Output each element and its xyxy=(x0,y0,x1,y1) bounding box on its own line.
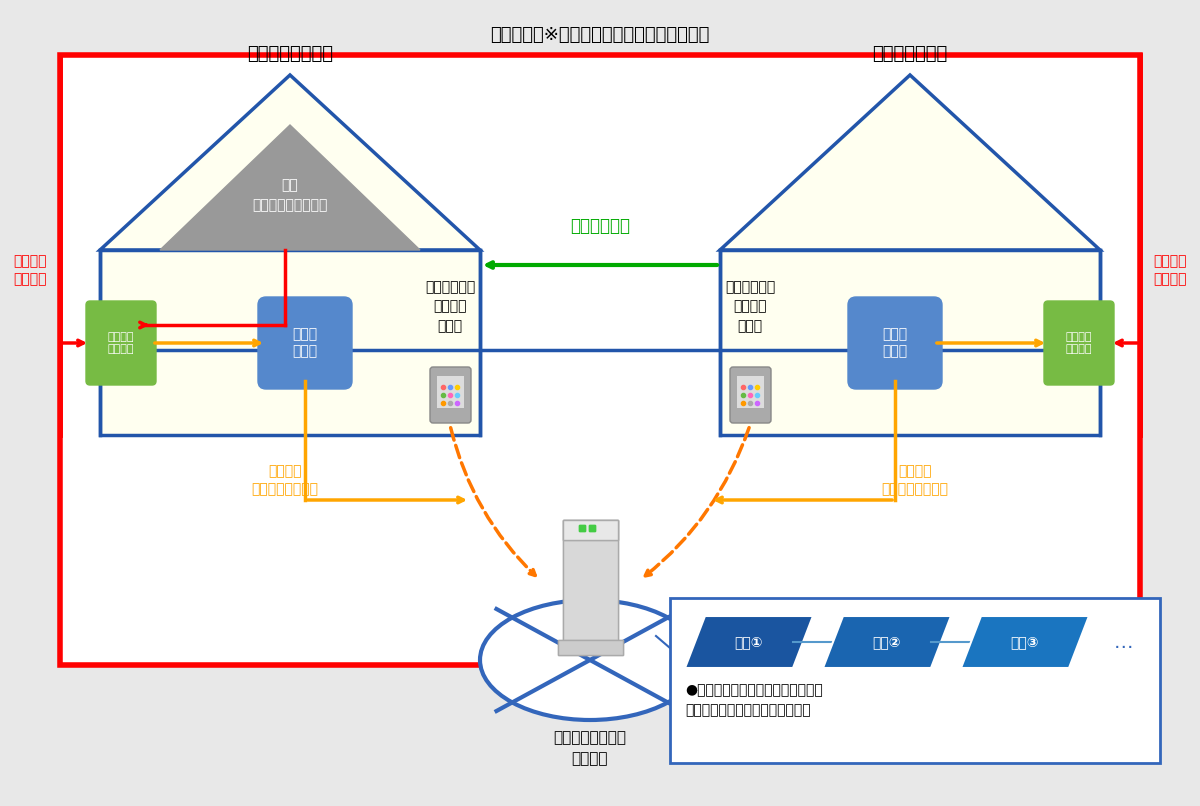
Bar xyxy=(720,250,1100,435)
FancyBboxPatch shape xyxy=(258,297,352,389)
Text: 余剰電力
（販売）: 余剰電力 （販売） xyxy=(13,254,47,286)
Polygon shape xyxy=(160,125,420,250)
Text: 電力系統　※実証研究では直接接続している: 電力系統 ※実証研究では直接接続している xyxy=(491,26,709,44)
Polygon shape xyxy=(823,616,952,668)
Bar xyxy=(563,520,618,640)
Bar xyxy=(437,376,464,408)
Text: ●毎回の取引データ　（３０分）が
　ブロックとしてサーバーに蓄積: ●毎回の取引データ （３０分）が ブロックとしてサーバーに蓄積 xyxy=(685,683,823,717)
Polygon shape xyxy=(100,75,480,250)
Text: スマート
メーター: スマート メーター xyxy=(1066,332,1092,354)
Text: 取引①: 取引① xyxy=(734,635,763,649)
Polygon shape xyxy=(720,75,1100,250)
Text: 取引情報
（電力量・料金）: 取引情報 （電力量・料金） xyxy=(882,463,948,496)
Bar xyxy=(100,250,480,435)
Text: ゲート
ウェイ: ゲート ウェイ xyxy=(293,327,318,359)
Ellipse shape xyxy=(480,600,700,720)
Bar xyxy=(60,55,1140,665)
Bar xyxy=(558,640,623,655)
FancyBboxPatch shape xyxy=(848,297,942,389)
FancyBboxPatch shape xyxy=(1044,301,1114,385)
Text: 購入電気料金: 購入電気料金 xyxy=(570,217,630,235)
Text: …: … xyxy=(1114,633,1134,651)
Bar xyxy=(563,520,618,540)
Bar xyxy=(563,520,618,640)
Text: 取引②: 取引② xyxy=(872,635,901,649)
Polygon shape xyxy=(685,616,814,668)
Text: ゲート
ウェイ: ゲート ウェイ xyxy=(882,327,907,359)
Text: 取引情報
（電力量・料金）: 取引情報 （電力量・料金） xyxy=(252,463,318,496)
Text: 余剰電力
（購入）: 余剰電力 （購入） xyxy=(1153,254,1187,286)
Bar xyxy=(737,376,764,408)
Text: （買い注文）
個別指定
幅指定: （買い注文） 個別指定 幅指定 xyxy=(725,280,775,333)
FancyBboxPatch shape xyxy=(86,301,156,385)
Text: スマート
メーター: スマート メーター xyxy=(108,332,134,354)
Text: プロシューマー宅: プロシューマー宅 xyxy=(247,45,334,63)
FancyBboxPatch shape xyxy=(730,367,772,423)
Text: 取引③: 取引③ xyxy=(1010,635,1039,649)
FancyBboxPatch shape xyxy=(430,367,470,423)
Text: 電力の消費者宅: 電力の消費者宅 xyxy=(872,45,948,63)
Bar xyxy=(563,520,618,540)
Text: （売り注文）
個別指定
幅指定: （売り注文） 個別指定 幅指定 xyxy=(425,280,475,333)
Text: ブロックチェーン
サーバー: ブロックチェーン サーバー xyxy=(553,730,626,766)
Text: ＰＶ
（太陽光発電設備）: ＰＶ （太陽光発電設備） xyxy=(252,178,328,212)
Bar xyxy=(670,598,1160,763)
Bar xyxy=(558,640,623,655)
Polygon shape xyxy=(961,616,1090,668)
